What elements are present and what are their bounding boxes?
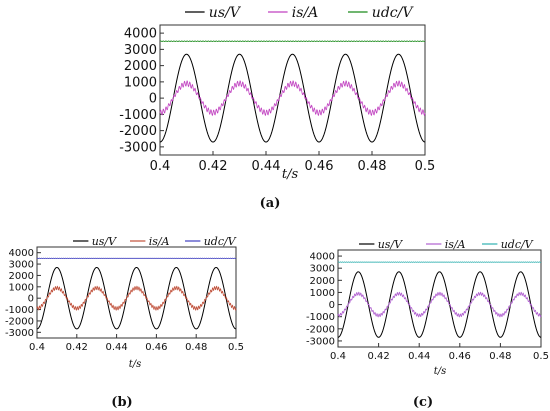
legend-entry: udc/V bbox=[204, 235, 237, 248]
x-tick-label: 0.4 bbox=[330, 351, 346, 362]
series-line-1 bbox=[337, 271, 542, 338]
x-tick-label: 0.44 bbox=[408, 351, 430, 362]
x-axis-label: t/s bbox=[282, 167, 299, 182]
y-tick-label: 3000 bbox=[124, 43, 157, 58]
legend-entry: udc/V bbox=[501, 238, 534, 251]
y-tick-label: -2000 bbox=[5, 316, 34, 327]
x-tick-label: 0.46 bbox=[305, 159, 334, 174]
legend-entry: us/V bbox=[209, 5, 242, 21]
y-tick-label: -1000 bbox=[119, 108, 157, 123]
y-tick-label: 0 bbox=[28, 294, 34, 305]
series-line-2 bbox=[337, 291, 542, 318]
series-line-1 bbox=[36, 266, 237, 330]
plot-frame bbox=[36, 246, 237, 339]
x-tick-label: 0.44 bbox=[252, 159, 281, 174]
x-tick-label: 0.42 bbox=[367, 351, 389, 362]
panel-label: (c) bbox=[413, 395, 433, 410]
x-tick-label: 0.44 bbox=[105, 342, 127, 353]
y-tick-label: -2000 bbox=[306, 324, 335, 335]
y-tick-label: 0 bbox=[149, 92, 157, 107]
y-tick-label: 3000 bbox=[310, 264, 335, 275]
legend-entry: udc/V bbox=[372, 5, 415, 21]
x-tick-label: 0.42 bbox=[66, 342, 88, 353]
y-tick-label: 1000 bbox=[310, 288, 335, 299]
y-tick-label: 4000 bbox=[124, 27, 157, 42]
x-tick-label: 0.46 bbox=[449, 351, 471, 362]
x-tick-label: 0.48 bbox=[185, 342, 207, 353]
plot-frame bbox=[337, 249, 542, 348]
panel-label: (b) bbox=[111, 395, 132, 410]
y-tick-label: -1000 bbox=[306, 312, 335, 323]
x-tick-label: 0.48 bbox=[489, 351, 511, 362]
y-tick-label: 2000 bbox=[9, 271, 34, 282]
y-tick-label: -3000 bbox=[306, 336, 335, 347]
series-line-2 bbox=[36, 285, 237, 311]
panel-label: (a) bbox=[260, 196, 281, 211]
y-tick-label: 4000 bbox=[9, 248, 34, 259]
x-tick-label: 0.5 bbox=[228, 342, 244, 353]
y-tick-label: -3000 bbox=[5, 328, 34, 339]
y-tick-label: -3000 bbox=[119, 140, 157, 155]
y-tick-label: 3000 bbox=[9, 260, 34, 271]
x-axis-label: t/s bbox=[129, 359, 142, 370]
legend-entry: us/V bbox=[92, 235, 117, 248]
legend-entry: us/V bbox=[378, 238, 403, 251]
series-line-2 bbox=[159, 80, 426, 117]
legend-entry: is/A bbox=[445, 238, 466, 251]
x-tick-label: 0.5 bbox=[415, 159, 436, 174]
x-tick-label: 0.42 bbox=[199, 159, 228, 174]
y-tick-label: 1000 bbox=[9, 282, 34, 293]
y-tick-label: 2000 bbox=[124, 59, 157, 74]
y-tick-label: 2000 bbox=[310, 276, 335, 287]
y-tick-label: 0 bbox=[329, 300, 335, 311]
y-tick-label: 4000 bbox=[310, 252, 335, 263]
x-tick-label: 0.48 bbox=[358, 159, 387, 174]
x-tick-label: 0.4 bbox=[29, 342, 45, 353]
y-tick-label: -1000 bbox=[5, 305, 34, 316]
x-tick-label: 0.46 bbox=[145, 342, 167, 353]
x-axis-label: t/s bbox=[434, 366, 447, 377]
series-line-1 bbox=[159, 53, 426, 143]
plot-frame bbox=[159, 24, 426, 156]
y-tick-label: 1000 bbox=[124, 75, 157, 90]
legend-entry: is/A bbox=[149, 235, 170, 248]
series-line-3 bbox=[159, 40, 426, 42]
x-tick-label: 0.4 bbox=[150, 159, 171, 174]
legend-entry: is/A bbox=[292, 5, 319, 21]
y-tick-label: -2000 bbox=[119, 124, 157, 139]
x-tick-label: 0.5 bbox=[533, 351, 549, 362]
